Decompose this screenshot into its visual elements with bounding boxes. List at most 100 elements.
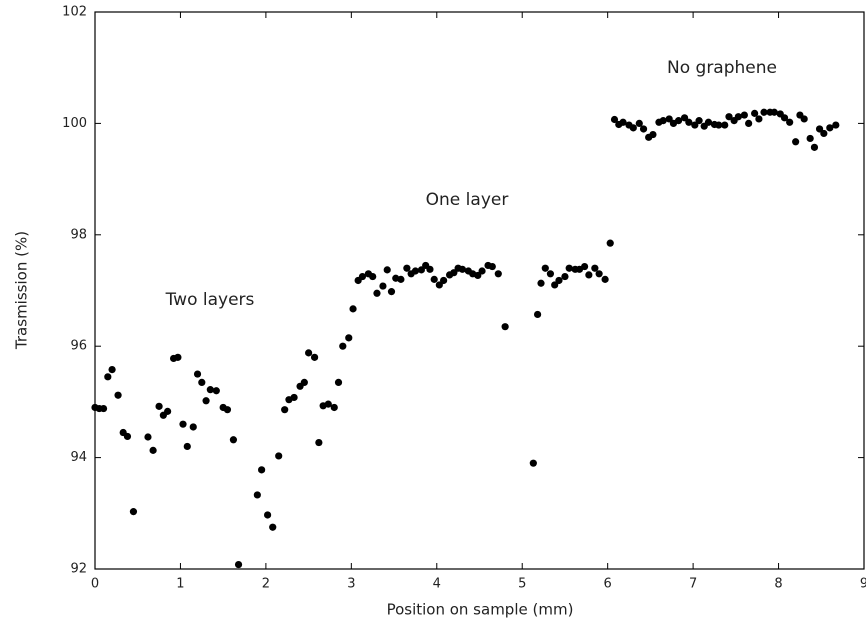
point — [275, 452, 283, 460]
point — [104, 373, 112, 381]
point — [546, 270, 555, 278]
point — [417, 266, 425, 274]
point — [458, 265, 467, 273]
point — [601, 275, 609, 283]
point — [591, 264, 599, 272]
point — [263, 511, 272, 519]
point — [349, 305, 357, 313]
y-axis-label: Trasmission (%) — [13, 231, 31, 350]
x-tick-label: 0 — [91, 577, 99, 592]
point — [755, 115, 763, 123]
point — [665, 115, 673, 123]
y-tick-label: 96 — [70, 339, 87, 354]
point — [310, 353, 319, 361]
point — [129, 508, 138, 516]
point — [715, 121, 723, 129]
point — [674, 117, 683, 125]
point — [281, 406, 289, 414]
point — [537, 279, 545, 287]
annotation: No graphene — [667, 58, 777, 78]
point — [430, 275, 438, 283]
point — [193, 370, 202, 378]
point — [734, 113, 742, 121]
point — [551, 281, 559, 289]
point — [745, 119, 753, 127]
point — [426, 265, 434, 273]
point — [555, 276, 563, 285]
point — [155, 402, 163, 410]
point — [114, 391, 122, 399]
point — [780, 114, 789, 122]
y-tick-label: 98 — [70, 227, 87, 242]
point — [639, 125, 648, 133]
point — [358, 272, 367, 281]
point — [751, 109, 759, 117]
point — [334, 378, 343, 387]
point — [258, 466, 266, 474]
x-tick-label: 4 — [433, 577, 441, 592]
y-tick-label: 94 — [70, 450, 87, 465]
point — [695, 117, 703, 125]
point — [403, 264, 411, 272]
x-tick-label: 6 — [604, 577, 612, 592]
point — [488, 262, 496, 271]
point — [635, 119, 643, 127]
point — [212, 387, 220, 395]
point — [792, 138, 800, 146]
point — [680, 114, 689, 122]
point — [269, 523, 277, 531]
point — [474, 271, 482, 280]
y-tick-label: 92 — [70, 562, 87, 577]
point — [206, 386, 214, 394]
point — [397, 275, 405, 283]
annotation: One layer — [426, 190, 509, 210]
point — [832, 121, 840, 129]
point — [478, 267, 486, 275]
point — [339, 342, 347, 350]
x-tick-label: 9 — [860, 577, 866, 592]
point — [760, 108, 768, 116]
point — [440, 276, 448, 285]
point — [704, 118, 713, 126]
point — [174, 353, 182, 361]
point — [144, 433, 152, 441]
point — [810, 143, 819, 151]
point — [183, 442, 191, 451]
point — [580, 262, 589, 271]
annotation: Two layers — [165, 290, 255, 310]
x-tick-label: 3 — [347, 577, 355, 592]
point — [595, 270, 603, 278]
plot-frame — [94, 11, 865, 570]
point — [561, 272, 569, 281]
point — [820, 129, 828, 138]
point — [541, 264, 549, 272]
point — [685, 118, 693, 126]
point — [659, 117, 667, 125]
point — [373, 289, 381, 297]
x-tick-label: 2 — [262, 577, 270, 592]
point — [305, 349, 313, 357]
point — [815, 125, 824, 133]
point — [411, 267, 420, 275]
point — [202, 397, 210, 405]
point — [379, 282, 387, 290]
point — [369, 272, 377, 281]
point — [383, 266, 391, 274]
point — [786, 118, 794, 126]
y-tick-label: 102 — [62, 5, 87, 20]
point — [223, 406, 232, 414]
point — [606, 239, 614, 247]
point — [123, 432, 132, 441]
point — [610, 115, 619, 124]
point — [99, 404, 108, 413]
point — [149, 446, 157, 454]
point — [800, 115, 808, 123]
point — [806, 134, 814, 143]
point — [330, 403, 338, 412]
point — [164, 407, 172, 415]
x-tick-label: 7 — [689, 577, 697, 592]
point — [770, 108, 778, 116]
point — [585, 271, 593, 279]
point — [324, 400, 332, 408]
